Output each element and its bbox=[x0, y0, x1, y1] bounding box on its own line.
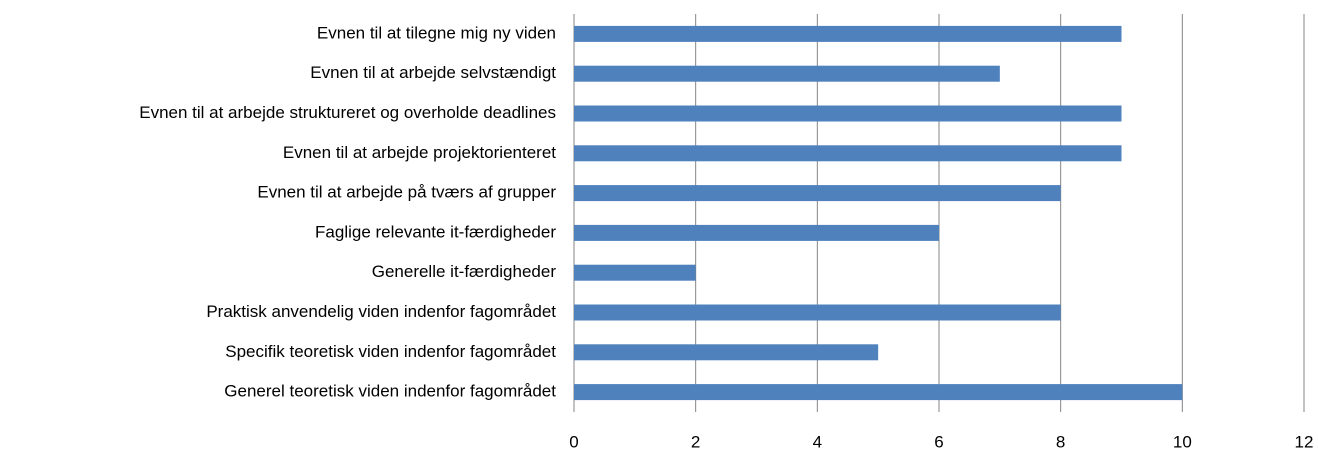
x-tick-label: 12 bbox=[1295, 432, 1314, 451]
bar bbox=[574, 384, 1183, 401]
y-tick-label: Generelle it-færdigheder bbox=[372, 262, 557, 281]
y-tick-label: Praktisk anvendelig viden indenfor fagom… bbox=[206, 302, 556, 321]
x-tick-label: 6 bbox=[934, 432, 943, 451]
x-tick-label: 2 bbox=[691, 432, 700, 451]
bar bbox=[574, 224, 939, 241]
x-tick-label: 0 bbox=[569, 432, 578, 451]
x-tick-label: 10 bbox=[1173, 432, 1192, 451]
bar bbox=[574, 145, 1122, 162]
bar bbox=[574, 344, 879, 361]
y-tick-label: Evnen til at arbejde på tværs af grupper bbox=[257, 183, 556, 202]
y-tick-label: Evnen til at arbejde projektorienteret bbox=[283, 143, 556, 162]
x-tick-label: 4 bbox=[813, 432, 822, 451]
bar bbox=[574, 25, 1122, 42]
bar bbox=[574, 264, 696, 281]
bar bbox=[574, 304, 1061, 321]
bar bbox=[574, 105, 1122, 122]
y-tick-label: Evnen til at arbejde struktureret og ove… bbox=[139, 103, 556, 122]
x-tick-label: 8 bbox=[1056, 432, 1065, 451]
bar bbox=[574, 65, 1000, 82]
y-tick-label: Generel teoretisk viden indenfor fagområ… bbox=[224, 382, 556, 401]
bar bbox=[574, 185, 1061, 202]
y-tick-label: Faglige relevante it-færdigheder bbox=[315, 222, 556, 241]
y-tick-label: Evnen til at arbejde selvstændigt bbox=[310, 63, 556, 82]
y-tick-label: Specifik teoretisk viden indenfor fagomr… bbox=[225, 342, 556, 361]
y-tick-label: Evnen til at tilegne mig ny viden bbox=[317, 23, 556, 42]
